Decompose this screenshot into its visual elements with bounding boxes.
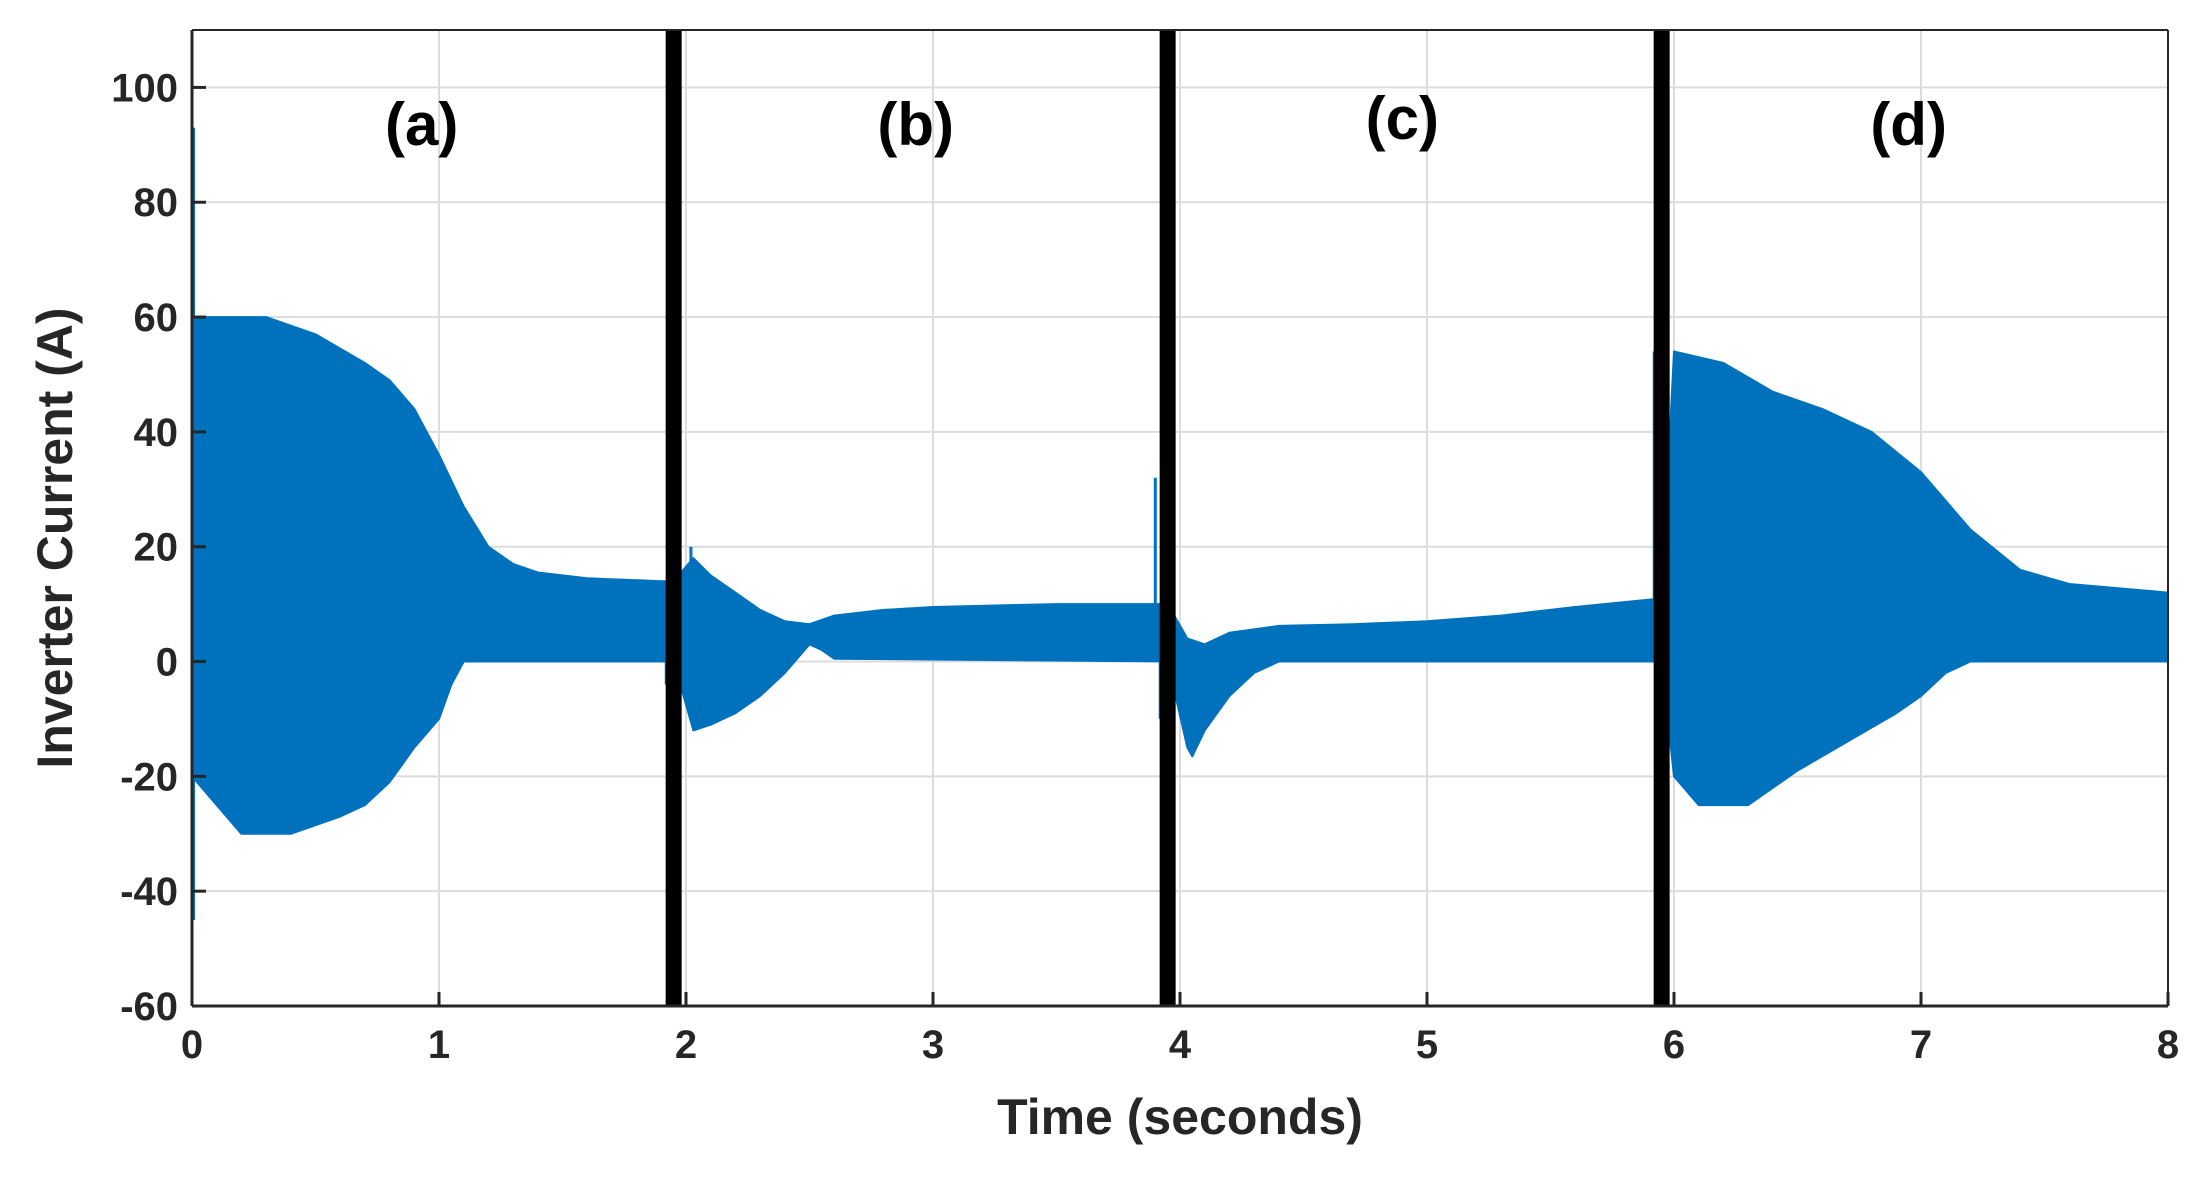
x-tick-label: 3 bbox=[922, 1023, 944, 1067]
x-tick-label: 7 bbox=[1910, 1023, 1932, 1067]
y-tick-label: 0 bbox=[156, 641, 178, 685]
x-axis-title: Time (seconds) bbox=[997, 1089, 1363, 1145]
y-tick-label: 20 bbox=[134, 526, 179, 570]
y-axis-title: Inverter Current (A) bbox=[27, 307, 83, 768]
x-tick-label: 4 bbox=[1169, 1023, 1192, 1067]
y-tick-label: -60 bbox=[120, 985, 178, 1029]
signal-envelope bbox=[191, 316, 2169, 835]
x-tick-label: 2 bbox=[675, 1023, 697, 1067]
region-label: (b) bbox=[877, 91, 954, 158]
x-tick-label: 6 bbox=[1663, 1023, 1685, 1067]
region-label: (c) bbox=[1366, 85, 1439, 152]
x-tick-label: 8 bbox=[2157, 1023, 2179, 1067]
tick-label-layer: 0 1 2 3 4 5 6 7 8 -60 -40 -20 0 20 40 60 80 100 bbox=[111, 66, 2179, 1067]
region-label: (d) bbox=[1870, 91, 1947, 158]
axis-layer bbox=[190, 29, 2170, 1008]
y-tick-label: 80 bbox=[134, 181, 179, 225]
y-tick-label: -20 bbox=[120, 755, 178, 799]
y-tick-label: -40 bbox=[120, 870, 178, 914]
region-label: (a) bbox=[385, 91, 458, 158]
x-tick-label: 5 bbox=[1416, 1023, 1438, 1067]
region-label-layer: (a) (b) (c) (d) bbox=[385, 85, 1947, 158]
y-tick-label: 40 bbox=[134, 411, 179, 455]
y-tick-label: 100 bbox=[111, 66, 178, 110]
x-tick-label: 0 bbox=[181, 1023, 203, 1067]
divider-layer bbox=[665, 30, 1670, 1006]
y-tick-label: 60 bbox=[134, 296, 179, 340]
x-tick-label: 1 bbox=[428, 1023, 450, 1067]
